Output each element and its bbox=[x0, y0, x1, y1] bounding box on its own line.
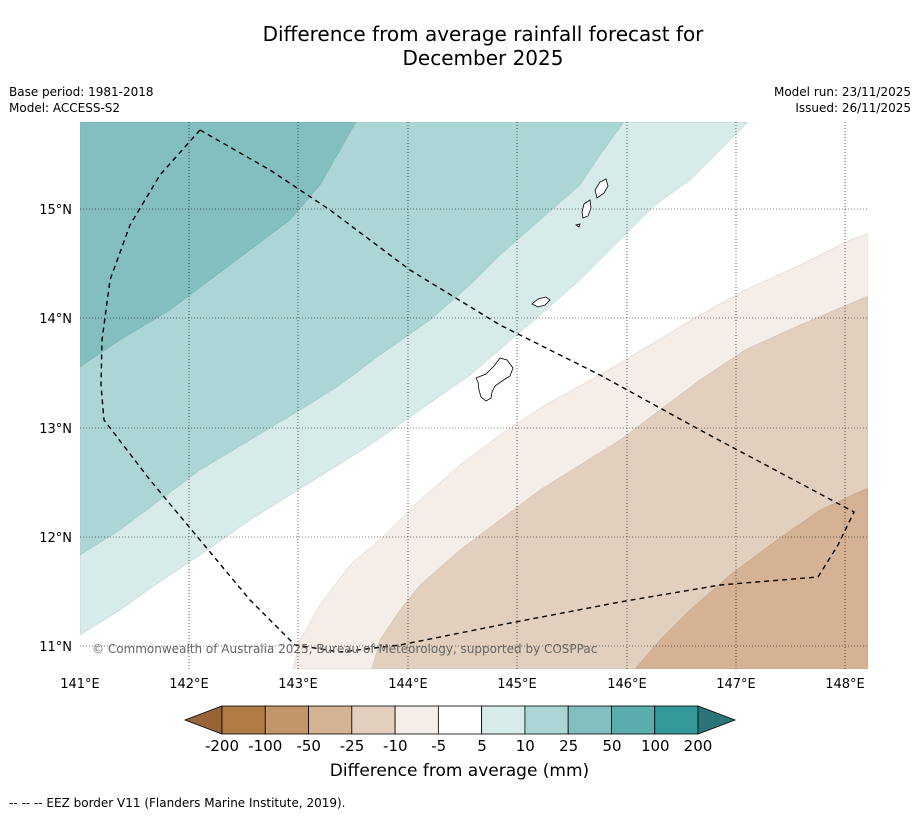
lat-label: 13°N bbox=[39, 422, 72, 437]
island-rota bbox=[531, 296, 551, 308]
graticule bbox=[80, 122, 868, 669]
lon-label: 148°E bbox=[825, 677, 865, 692]
colorbar-cell bbox=[654, 705, 699, 735]
lon-label: 147°E bbox=[716, 677, 756, 692]
colorbar-tick: -100 bbox=[248, 737, 282, 755]
colorbar-cell bbox=[524, 705, 569, 735]
issued-date: Issued: 26/11/2025 bbox=[795, 101, 911, 115]
colorbar-tick: 10 bbox=[516, 737, 535, 755]
lon-label: 145°E bbox=[497, 677, 537, 692]
colorbar-tick: 5 bbox=[477, 737, 487, 755]
island-tinian bbox=[581, 199, 592, 219]
colorbar-cells bbox=[221, 705, 699, 735]
lon-label: 142°E bbox=[169, 677, 209, 692]
title-line-1: Difference from average rainfall forecas… bbox=[262, 22, 704, 46]
model-name: Model: ACCESS-S2 bbox=[9, 101, 121, 115]
lon-label: 146°E bbox=[607, 677, 647, 692]
band-dry-25 bbox=[634, 487, 868, 669]
model-info: Base period: 1981-2018 Model: ACCESS-S2 bbox=[9, 84, 154, 116]
colorbar-tick: -50 bbox=[296, 737, 321, 755]
colorbar-tick: 100 bbox=[641, 737, 670, 755]
map-plot-area: © Commonwealth of Australia 2025, Bureau… bbox=[80, 122, 868, 669]
eez-border bbox=[100, 129, 855, 653]
chart-title: Difference from average rainfall forecas… bbox=[0, 22, 919, 70]
colorbar-tick: -200 bbox=[205, 737, 239, 755]
colorbar-extend-high bbox=[697, 705, 737, 735]
colorbar-tick: -25 bbox=[340, 737, 365, 755]
lon-label: 144°E bbox=[388, 677, 428, 692]
colorbar-title: Difference from average (mm) bbox=[329, 761, 590, 781]
colorbar-cell bbox=[394, 705, 439, 735]
colorbar-cell bbox=[481, 705, 526, 735]
colorbar-tick: 25 bbox=[559, 737, 578, 755]
colorbar-cell bbox=[221, 705, 266, 735]
colorbar-ticks: -200 -100 -50 -25 -10 -5 5 10 25 50 100 … bbox=[205, 737, 712, 755]
lat-label: 15°N bbox=[39, 203, 72, 218]
colorbar-cell bbox=[567, 705, 612, 735]
lon-label: 141°E bbox=[60, 677, 100, 692]
lon-label: 143°E bbox=[278, 677, 318, 692]
band-wet-25 bbox=[80, 122, 357, 368]
colorbar-extend-low bbox=[183, 705, 223, 735]
island-saipan bbox=[594, 178, 609, 199]
island-aguijan bbox=[575, 223, 581, 228]
colorbar-tick: 50 bbox=[602, 737, 621, 755]
latitude-labels: 15°N 14°N 13°N 12°N 11°N bbox=[39, 203, 72, 655]
colorbar-tick: -5 bbox=[431, 737, 446, 755]
colorbar-cell bbox=[351, 705, 396, 735]
title-line-2: December 2025 bbox=[402, 46, 564, 70]
colorbar-cell bbox=[611, 705, 656, 735]
lat-label: 12°N bbox=[39, 531, 72, 546]
colorbar bbox=[183, 705, 737, 735]
lat-label: 14°N bbox=[39, 312, 72, 327]
model-run: Model run: 23/11/2025 bbox=[773, 85, 911, 99]
island-guam bbox=[475, 357, 514, 402]
colorbar-cell bbox=[308, 705, 353, 735]
copyright-text: © Commonwealth of Australia 2025, Bureau… bbox=[92, 642, 597, 656]
eez-footnote: -- -- -- EEZ border V11 (Flanders Marine… bbox=[9, 796, 346, 810]
base-period: Base period: 1981-2018 bbox=[9, 85, 154, 99]
colorbar-tick: -10 bbox=[383, 737, 408, 755]
colorbar-cell bbox=[437, 705, 483, 735]
lat-label: 11°N bbox=[39, 640, 72, 655]
run-info: Model run: 23/11/2025 Issued: 26/11/2025 bbox=[774, 84, 911, 116]
islands bbox=[475, 178, 609, 402]
longitude-labels: 141°E 142°E 143°E 144°E 145°E 146°E 147°… bbox=[60, 677, 865, 692]
colorbar-cell bbox=[264, 705, 309, 735]
colorbar-tick: 200 bbox=[684, 737, 713, 755]
